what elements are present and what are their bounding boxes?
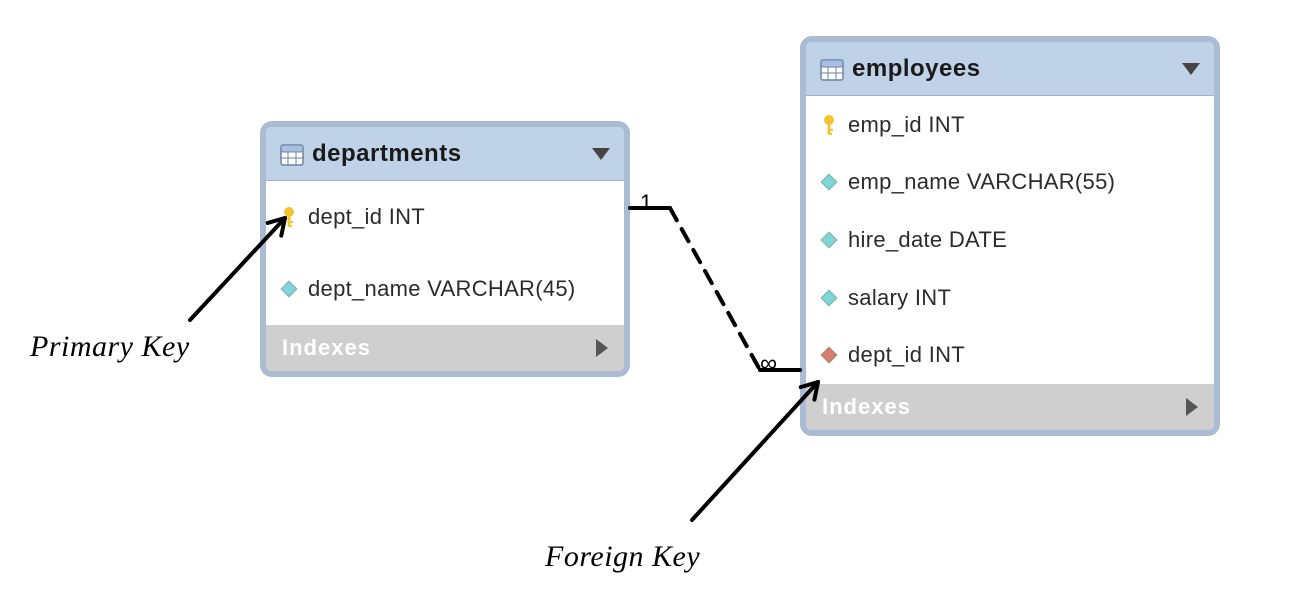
foreign-key-label: Foreign Key [545,540,700,574]
column-label: emp_id INT [848,112,1200,138]
primary-key-icon [280,206,298,228]
er-diagram-canvas: departments dept_id INT dept_name VARCHA… [0,0,1294,601]
column-row[interactable]: dept_id INT [806,326,1214,384]
collapse-icon[interactable] [592,148,610,160]
indexes-section[interactable]: Indexes [806,384,1214,430]
collapse-icon[interactable] [1182,63,1200,75]
column-icon [280,280,298,298]
column-label: dept_name VARCHAR(45) [308,276,610,302]
entity-employees: employees emp_id INT emp_name VARCHAR(55… [800,36,1220,436]
column-row[interactable]: salary INT [806,269,1214,327]
column-label: dept_id INT [848,342,1200,368]
column-label: emp_name VARCHAR(55) [848,169,1200,195]
foreign-key-icon [820,346,838,364]
column-icon [820,173,838,191]
indexes-label: Indexes [822,394,1186,420]
cardinality-to: ∞ [760,350,777,378]
column-row[interactable]: emp_name VARCHAR(55) [806,154,1214,212]
entity-title: employees [852,55,1182,83]
column-icon [820,231,838,249]
entity-title: departments [312,140,592,168]
primary-key-icon [820,114,838,136]
table-icon [280,144,302,164]
indexes-label: Indexes [282,335,596,361]
column-row[interactable]: dept_name VARCHAR(45) [266,253,624,325]
entity-departments: departments dept_id INT dept_name VARCHA… [260,121,630,377]
column-label: hire_date DATE [848,227,1200,253]
column-row[interactable]: dept_id INT [266,181,624,253]
entity-header[interactable]: departments [266,127,624,181]
column-row[interactable]: emp_id INT [806,96,1214,154]
column-icon [820,289,838,307]
table-icon [820,59,842,79]
entity-columns: dept_id INT dept_name VARCHAR(45) [266,181,624,325]
column-row[interactable]: hire_date DATE [806,211,1214,269]
column-label: salary INT [848,285,1200,311]
primary-key-label: Primary Key [30,330,190,364]
indexes-section[interactable]: Indexes [266,325,624,371]
column-label: dept_id INT [308,204,610,230]
expand-icon[interactable] [596,339,608,357]
cardinality-from: 1 [640,190,652,216]
entity-header[interactable]: employees [806,42,1214,96]
relationship-line [630,208,800,370]
entity-columns: emp_id INT emp_name VARCHAR(55) hire_dat… [806,96,1214,384]
expand-icon[interactable] [1186,398,1198,416]
